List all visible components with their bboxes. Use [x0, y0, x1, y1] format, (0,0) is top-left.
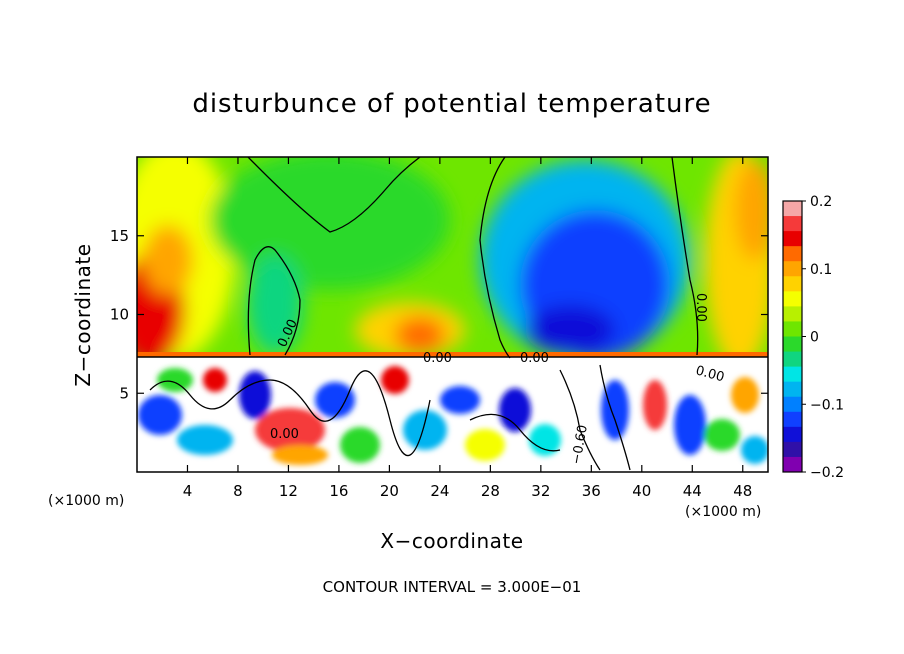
lower-blob	[403, 410, 447, 450]
contour-lower	[149, 370, 431, 457]
contour-label: 0.00	[423, 351, 452, 366]
colorbar-swatch	[783, 396, 802, 413]
region-upper-center-neutral	[210, 157, 450, 290]
contour-label: 0.00	[694, 363, 726, 385]
colorbar-swatch	[783, 276, 802, 292]
contour-zero-plume-right	[671, 157, 699, 356]
upper-field-blobs	[137, 157, 768, 370]
contour-lines	[137, 157, 768, 471]
lower-blob	[731, 377, 759, 413]
lower-blob	[741, 436, 768, 464]
lower-blob	[704, 419, 740, 451]
lower-layer-blobs	[138, 366, 768, 465]
colorbar-swatch	[783, 306, 802, 322]
contour-lower	[559, 369, 601, 471]
lower-blob	[529, 424, 561, 456]
colorbar-swatch	[783, 261, 802, 277]
chart-title: disturbunce of potential temperature	[192, 89, 711, 119]
heatmap-field	[137, 157, 768, 472]
region-left-column-cool	[247, 255, 303, 355]
x-tick-label: 32	[531, 482, 550, 500]
x-unit-left: (×1000 m)	[48, 493, 124, 509]
lower-blob	[138, 395, 182, 435]
y-axis-label: Z−coordinate	[71, 243, 95, 386]
contour-label: 0.00	[520, 351, 549, 366]
y-tick-label: 15	[110, 227, 129, 245]
colorbar-swatch	[783, 216, 802, 232]
colorbar-tick-label: −0.2	[810, 465, 844, 481]
colorbar-swatch	[783, 366, 802, 383]
x-unit-right: (×1000 m)	[685, 504, 761, 520]
contour-lower	[599, 364, 631, 471]
lower-blob	[674, 395, 706, 455]
region-right-edge-warm	[735, 160, 768, 260]
colorbar-swatch	[783, 231, 802, 247]
lower-blob	[643, 380, 667, 430]
x-tick-label: 8	[233, 482, 243, 500]
lower-blob	[465, 429, 505, 461]
lower-blob	[272, 445, 328, 465]
x-tick-label: 44	[683, 482, 702, 500]
colorbar-swatch	[783, 381, 802, 398]
lower-blob	[440, 386, 480, 414]
contour-zero-plume-left	[479, 157, 511, 359]
colorbar-tick-label: −0.1	[810, 397, 844, 413]
x-tick-label: 36	[582, 482, 601, 500]
lower-blob	[381, 366, 409, 394]
y-axis: 5 10 15	[110, 227, 768, 402]
lower-blob	[340, 427, 380, 463]
colorbar-swatch	[783, 336, 802, 353]
contour-label: 0.00	[270, 427, 299, 442]
colorbar-swatch	[783, 201, 802, 217]
lower-layer-base	[137, 357, 768, 472]
interface-band	[137, 352, 768, 357]
region-center-warm-core	[395, 317, 445, 353]
colorbar-swatch	[783, 321, 802, 337]
lower-blob	[239, 371, 271, 419]
x-tick-label: 16	[329, 482, 348, 500]
x-tick-label: 24	[430, 482, 449, 500]
colorbar-swatch	[783, 291, 802, 307]
x-tick-label: 48	[733, 482, 752, 500]
x-tick-label: 12	[279, 482, 298, 500]
y-tick-label: 10	[110, 306, 129, 324]
colorbar-swatch	[783, 426, 802, 443]
y-tick-label: 5	[119, 384, 129, 402]
contour-zero-upper-left	[247, 157, 421, 233]
x-axis-label: X−coordinate	[380, 529, 523, 553]
colorbar-swatch	[783, 441, 802, 458]
region-upper-left-orange	[143, 225, 193, 295]
colorbar-swatch	[783, 456, 802, 473]
x-tick-label: 28	[481, 482, 500, 500]
lower-blob	[203, 368, 227, 392]
colorbar-tick-label: 0	[810, 330, 819, 346]
colorbar-swatch	[783, 246, 802, 262]
contour-labels: 0.00 0.00 0.00 0.00 −0.60 0.00 0.00	[270, 293, 726, 466]
lower-blob	[157, 368, 193, 392]
contour-lower	[469, 413, 561, 452]
lower-blob	[177, 425, 233, 455]
x-tick-label: 4	[183, 482, 193, 500]
x-tick-label: 20	[380, 482, 399, 500]
contour-label: −0.60	[569, 424, 591, 466]
lower-blob	[315, 382, 355, 418]
colorbar-tick-label: 0.2	[810, 194, 832, 210]
x-tick-label: 40	[632, 482, 651, 500]
lower-blob	[255, 408, 325, 452]
region-right-cold-core	[525, 305, 615, 355]
colorbar-tick-label: 0.1	[810, 262, 832, 278]
lower-blob	[601, 380, 629, 440]
contour-zero-column	[247, 246, 301, 356]
colorbar-swatch	[783, 411, 802, 428]
lower-blob	[499, 388, 531, 432]
contour-label: 0.00	[693, 293, 708, 322]
x-axis: 4 8 12 16 20 24 28 32 36 40 44 48	[183, 157, 752, 500]
colorbar: 0.2 0.1 0 −0.1 −0.2	[782, 194, 844, 481]
colorbar-swatch	[783, 351, 802, 368]
contour-interval-text: CONTOUR INTERVAL = 3.000E−01	[323, 578, 582, 596]
